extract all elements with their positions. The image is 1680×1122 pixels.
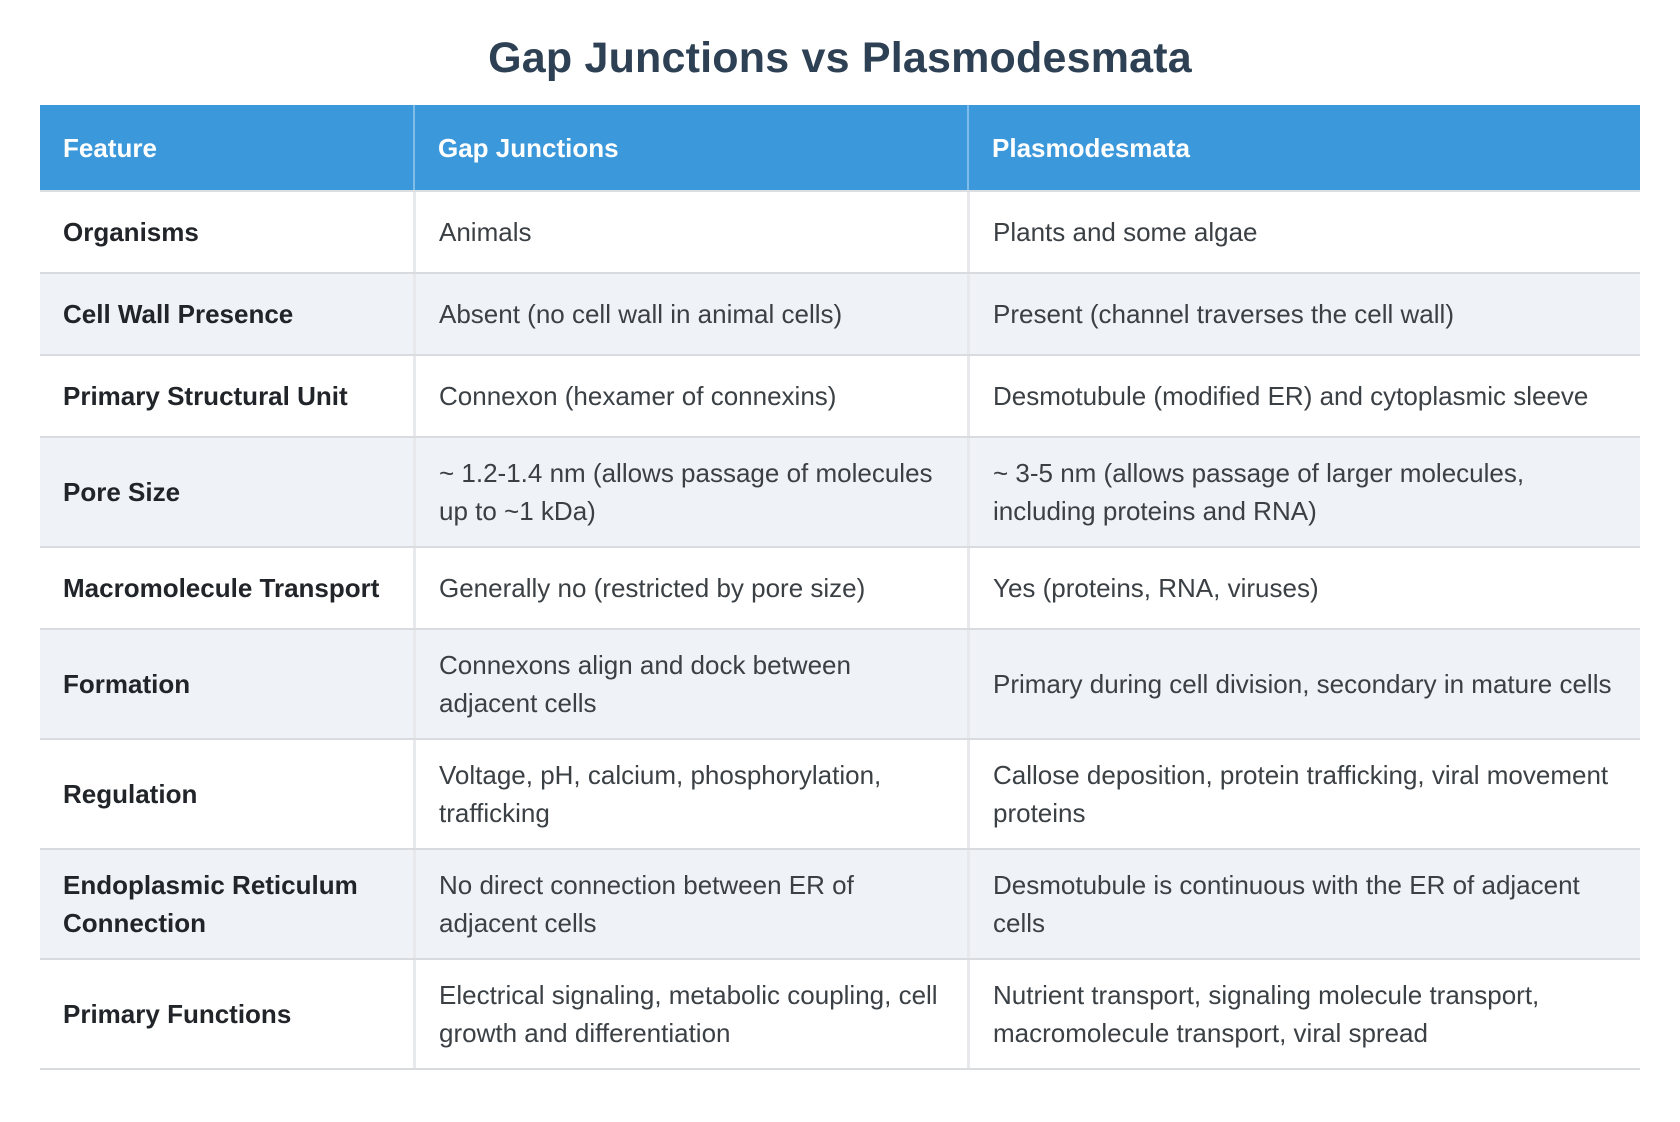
gap-junctions-cell: No direct connection between ER of adjac… — [413, 850, 967, 958]
feature-cell: Regulation — [63, 779, 198, 809]
plasmodesmata-cell: Desmotubule (modified ER) and cytoplasmi… — [967, 356, 1640, 436]
feature-cell: Primary Structural Unit — [63, 381, 348, 411]
feature-cell: Endoplasmic Reticulum Connection — [63, 870, 358, 938]
gap-junctions-cell: ~ 1.2-1.4 nm (allows passage of molecule… — [413, 438, 967, 546]
page: Gap Junctions vs Plasmodesmata Feature G… — [0, 32, 1680, 1122]
column-header-feature: Feature — [63, 132, 157, 163]
plasmodesmata-cell: ~ 3-5 nm (allows passage of larger molec… — [967, 438, 1640, 546]
table-row-pore-size: Pore Size ~ 1.2-1.4 nm (allows passage o… — [40, 436, 1640, 546]
table-row-primary-structural-unit: Primary Structural Unit Connexon (hexame… — [40, 354, 1640, 436]
table-row-formation: Formation Connexons align and dock betwe… — [40, 628, 1640, 738]
gap-junctions-cell: Animals — [413, 192, 967, 272]
plasmodesmata-cell: Present (channel traverses the cell wall… — [967, 274, 1640, 354]
page-title: Gap Junctions vs Plasmodesmata — [488, 34, 1192, 82]
gap-junctions-cell: Voltage, pH, calcium, phosphorylation, t… — [413, 740, 967, 848]
table-row-macromolecule-transport: Macromolecule Transport Generally no (re… — [40, 546, 1640, 628]
feature-cell: Pore Size — [63, 477, 181, 507]
table-header-row: Feature Gap Junctions Plasmodesmata — [40, 105, 1640, 190]
comparison-table: Feature Gap Junctions Plasmodesmata Orga… — [40, 105, 1640, 1070]
gap-junctions-cell: Connexons align and dock between adjacen… — [413, 630, 967, 738]
plasmodesmata-cell: Primary during cell division, secondary … — [967, 630, 1640, 738]
table-row-regulation: Regulation Voltage, pH, calcium, phospho… — [40, 738, 1640, 848]
column-header-gap-junctions: Gap Junctions — [413, 105, 967, 190]
feature-cell: Formation — [63, 669, 191, 699]
plasmodesmata-cell: Plants and some algae — [967, 192, 1640, 272]
feature-cell: Cell Wall Presence — [63, 299, 294, 329]
table-row-primary-functions: Primary Functions Electrical signaling, … — [40, 958, 1640, 1068]
gap-junctions-cell: Generally no (restricted by pore size) — [413, 548, 967, 628]
feature-cell: Primary Functions — [63, 999, 292, 1029]
feature-cell: Macromolecule Transport — [63, 573, 380, 603]
plasmodesmata-cell: Yes (proteins, RNA, viruses) — [967, 548, 1640, 628]
plasmodesmata-cell: Desmotubule is continuous with the ER of… — [967, 850, 1640, 958]
table-row-endoplasmic-reticulum-connection: Endoplasmic Reticulum Connection No dire… — [40, 848, 1640, 958]
table-row-organisms: Organisms Animals Plants and some algae — [40, 190, 1640, 272]
plasmodesmata-cell: Nutrient transport, signaling molecule t… — [967, 960, 1640, 1068]
plasmodesmata-cell: Callose deposition, protein trafficking,… — [967, 740, 1640, 848]
gap-junctions-cell: Absent (no cell wall in animal cells) — [413, 274, 967, 354]
table-row-cell-wall-presence: Cell Wall Presence Absent (no cell wall … — [40, 272, 1640, 354]
feature-cell: Organisms — [63, 217, 199, 247]
gap-junctions-cell: Connexon (hexamer of connexins) — [413, 356, 967, 436]
column-header-plasmodesmata: Plasmodesmata — [967, 105, 1640, 190]
gap-junctions-cell: Electrical signaling, metabolic coupling… — [413, 960, 967, 1068]
